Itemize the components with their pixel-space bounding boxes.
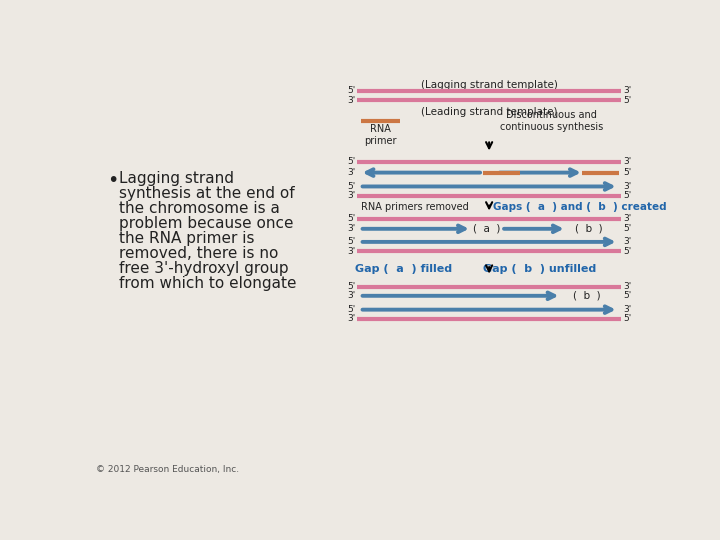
Text: 5': 5'	[624, 291, 631, 300]
Text: 3': 3'	[347, 247, 355, 255]
Text: Gap (  a  ) filled: Gap ( a ) filled	[355, 264, 452, 274]
Text: 3': 3'	[624, 182, 631, 191]
Text: (  b  ): ( b )	[573, 291, 600, 301]
Text: 5': 5'	[347, 214, 355, 224]
Text: RNA primers removed: RNA primers removed	[361, 202, 469, 212]
Text: 5': 5'	[624, 168, 631, 177]
Text: 3': 3'	[624, 86, 631, 96]
Text: (  a  ): ( a )	[473, 224, 500, 234]
Text: 3': 3'	[347, 224, 355, 233]
Text: (Lagging strand template): (Lagging strand template)	[420, 80, 557, 90]
Text: 5': 5'	[347, 282, 355, 291]
Text: 3': 3'	[347, 314, 355, 323]
Text: 3': 3'	[347, 291, 355, 300]
Text: 3': 3'	[347, 168, 355, 177]
Text: RNA
primer: RNA primer	[364, 124, 397, 146]
Text: Discontinuous and
continuous synthesis: Discontinuous and continuous synthesis	[500, 110, 603, 132]
Text: 3': 3'	[624, 157, 631, 166]
Text: from which to elongate: from which to elongate	[120, 276, 297, 291]
Text: 3': 3'	[624, 282, 631, 291]
Text: Gap (  b  ) unfilled: Gap ( b ) unfilled	[483, 264, 596, 274]
Text: (Leading strand template): (Leading strand template)	[421, 107, 557, 117]
Text: 3': 3'	[347, 191, 355, 200]
Text: 3': 3'	[347, 96, 355, 105]
Text: 3': 3'	[624, 305, 631, 314]
Text: synthesis at the end of: synthesis at the end of	[120, 186, 295, 201]
Text: problem because once: problem because once	[120, 216, 294, 231]
Text: © 2012 Pearson Education, Inc.: © 2012 Pearson Education, Inc.	[96, 465, 239, 475]
Text: 5': 5'	[624, 96, 631, 105]
Text: 5': 5'	[624, 191, 631, 200]
Text: 5': 5'	[347, 238, 355, 246]
Text: •: •	[107, 171, 118, 190]
Text: the chromosome is a: the chromosome is a	[120, 201, 280, 216]
Text: (  b  ): ( b )	[575, 224, 603, 234]
Text: 5': 5'	[347, 157, 355, 166]
Text: 5': 5'	[347, 305, 355, 314]
Text: Lagging strand: Lagging strand	[120, 171, 235, 186]
Text: 3': 3'	[624, 238, 631, 246]
Text: free 3'-hydroxyl group: free 3'-hydroxyl group	[120, 261, 289, 276]
Text: the RNA primer is: the RNA primer is	[120, 231, 255, 246]
Text: 3': 3'	[624, 214, 631, 224]
Text: 5': 5'	[624, 314, 631, 323]
Text: 5': 5'	[347, 86, 355, 96]
Text: 5': 5'	[624, 224, 631, 233]
Text: removed, there is no: removed, there is no	[120, 246, 279, 261]
Text: 5': 5'	[347, 182, 355, 191]
Text: Gaps (  a  ) and (  b  ) created: Gaps ( a ) and ( b ) created	[493, 202, 667, 212]
Text: 5': 5'	[624, 247, 631, 255]
